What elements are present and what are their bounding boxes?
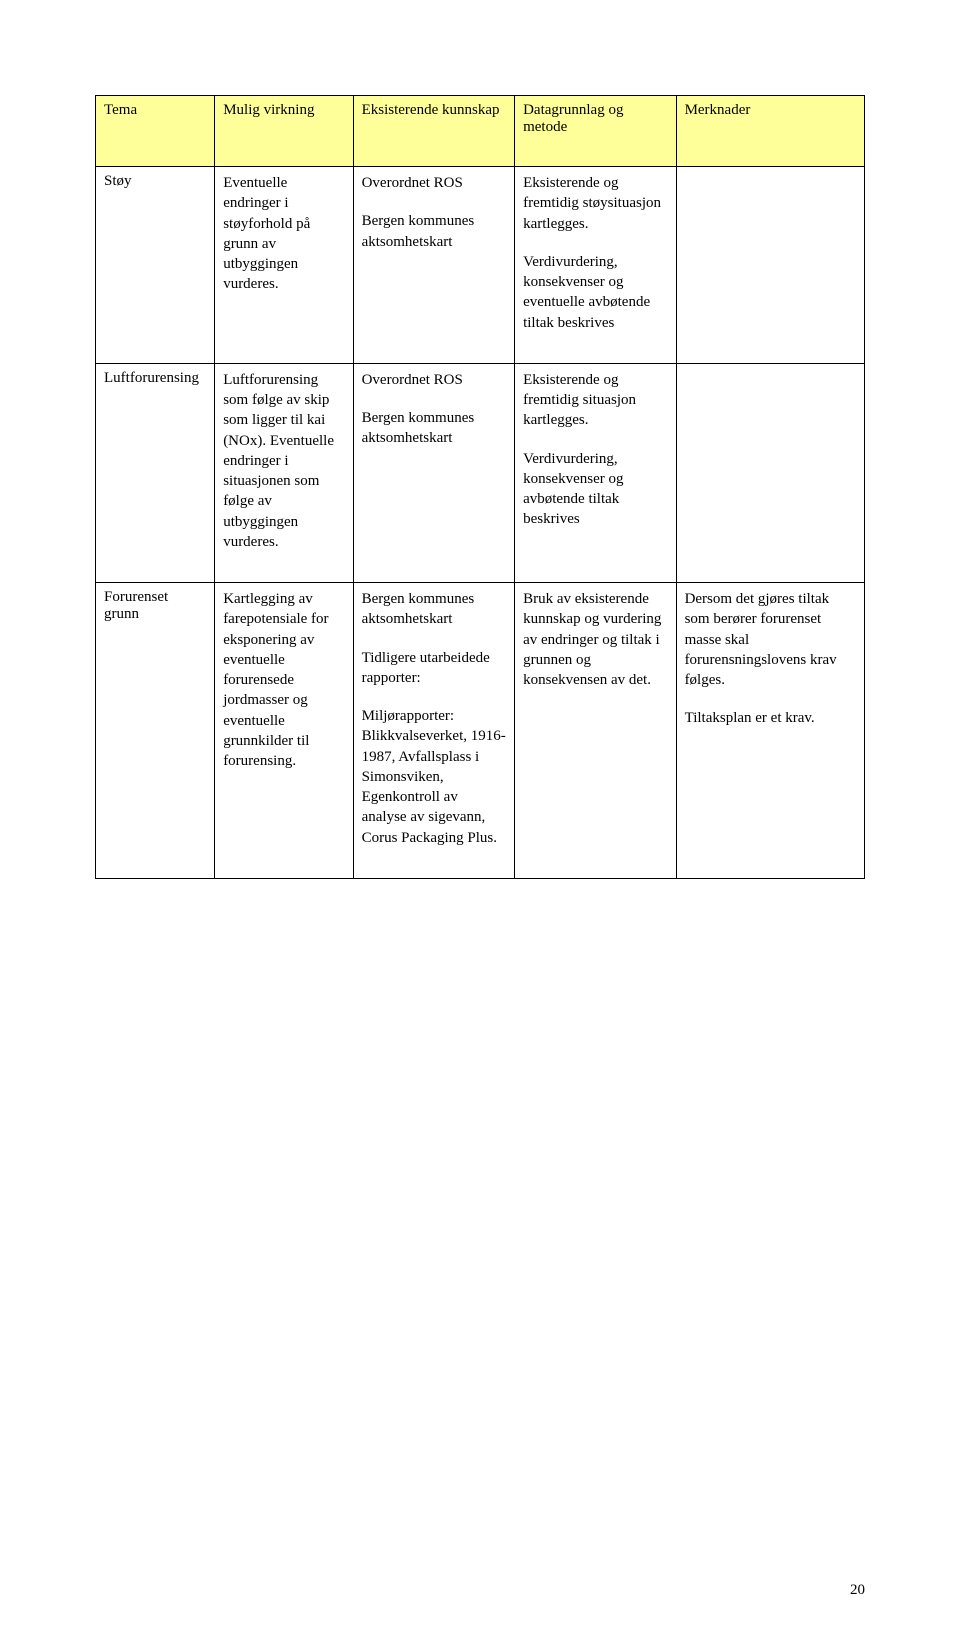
cell-kunnskap: Bergen kommunes aktsomhetskart Tidligere… (353, 583, 514, 879)
cell-text: Bergen kommunes aktsomhetskart (362, 589, 506, 630)
table-row: Luftforurensing Luftforurensing som følg… (96, 363, 865, 582)
cell-text: Verdivurdering, konsekvenser og avbøtend… (523, 449, 667, 530)
cell-text: Dersom det gjøres tiltak som berører for… (685, 589, 856, 690)
table-header-row: Tema Mulig virkning Eksisterende kunnska… (96, 96, 865, 167)
col-header-tema: Tema (96, 96, 215, 167)
cell-text: Tidligere utarbeidede rapporter: (362, 648, 506, 689)
cell-text: Bergen kommunes aktsomhetskart (362, 408, 506, 449)
cell-text: Eksisterende og fremtidig situasjon kart… (523, 370, 667, 431)
cell-text: Bruk av eksisterende kunnskap og vurderi… (523, 589, 667, 690)
cell-kunnskap: Overordnet ROS Bergen kommunes aktsomhet… (353, 167, 514, 364)
col-header-kunnskap: Eksisterende kunnskap (353, 96, 514, 167)
cell-merknader: Dersom det gjøres tiltak som berører for… (676, 583, 864, 879)
cell-merknader (676, 363, 864, 582)
col-header-merknader: Merknader (676, 96, 864, 167)
cell-tema: Støy (96, 167, 215, 364)
assessment-table: Tema Mulig virkning Eksisterende kunnska… (95, 95, 865, 879)
cell-text: Miljørapporter: Blikkvalseverket, 1916-1… (362, 706, 506, 848)
cell-text: Eventuelle endringer i støyforhold på gr… (223, 173, 344, 295)
cell-text: Tiltaksplan er et krav. (685, 708, 856, 728)
table-row: Forurenset grunn Kartlegging av farepote… (96, 583, 865, 879)
table-row: Støy Eventuelle endringer i støyforhold … (96, 167, 865, 364)
cell-text: Bergen kommunes aktsomhetskart (362, 211, 506, 252)
cell-datagrunnlag: Eksisterende og fremtidig støysituasjon … (515, 167, 676, 364)
cell-datagrunnlag: Eksisterende og fremtidig situasjon kart… (515, 363, 676, 582)
cell-datagrunnlag: Bruk av eksisterende kunnskap og vurderi… (515, 583, 676, 879)
cell-text: Luftforurensing som følge av skip som li… (223, 370, 344, 552)
cell-text: Verdivurdering, konsekvenser og eventuel… (523, 252, 667, 333)
cell-merknader (676, 167, 864, 364)
cell-text: Kartlegging av farepotensiale for ekspon… (223, 589, 344, 771)
cell-virkning: Kartlegging av farepotensiale for ekspon… (215, 583, 353, 879)
cell-tema: Luftforurensing (96, 363, 215, 582)
cell-virkning: Eventuelle endringer i støyforhold på gr… (215, 167, 353, 364)
cell-tema: Forurenset grunn (96, 583, 215, 879)
cell-text: Overordnet ROS (362, 370, 506, 390)
col-header-datagrunnlag: Datagrunnlag og metode (515, 96, 676, 167)
cell-text: Overordnet ROS (362, 173, 506, 193)
cell-kunnskap: Overordnet ROS Bergen kommunes aktsomhet… (353, 363, 514, 582)
page-number: 20 (850, 1582, 865, 1599)
col-header-virkning: Mulig virkning (215, 96, 353, 167)
cell-virkning: Luftforurensing som følge av skip som li… (215, 363, 353, 582)
cell-text: Eksisterende og fremtidig støysituasjon … (523, 173, 667, 234)
